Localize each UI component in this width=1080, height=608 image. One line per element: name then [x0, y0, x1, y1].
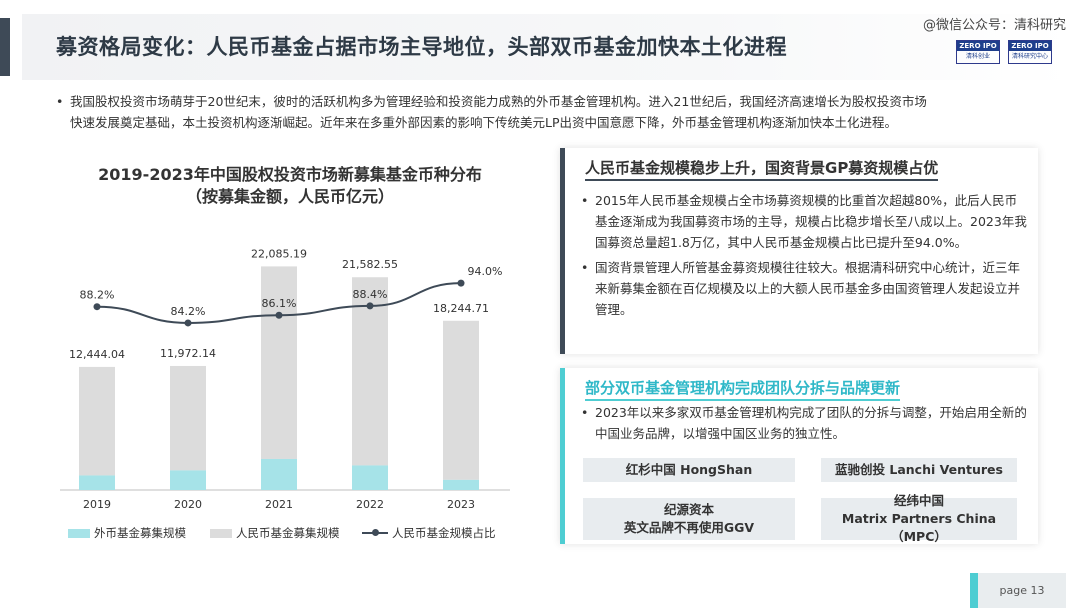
zero-ipo-logo: ZERO IPO 清科创业: [956, 40, 1000, 64]
brand-box-ggv: 纪源资本 英文品牌不再使用GGV: [583, 498, 795, 540]
x-tick-label: 2022: [356, 498, 384, 511]
bar-rmb: [170, 365, 206, 471]
legend-item-ratio: 人民币基金规模占比: [362, 525, 496, 541]
bar-value-label: 18,244.71: [433, 302, 489, 315]
brand-name: 蓝驰创投 Lanchi Ventures: [835, 462, 1003, 477]
chart-title-main: 2019-2023年中国股权投资市场新募集基金币种分布: [98, 165, 482, 184]
brand-note: Matrix Partners China（MPC）: [841, 511, 997, 544]
ratio-point: [366, 302, 374, 310]
panel-heading: 部分双币基金管理机构完成团队分拆与品牌更新: [585, 377, 901, 401]
panel-heading: 人民币基金规模稳步上升，国资背景GP募资规模占优: [585, 157, 939, 181]
bar-foreign: [261, 458, 297, 490]
ratio-label: 86.1%: [262, 297, 297, 310]
bar-value-label: 12,444.04: [69, 348, 125, 361]
bar-foreign: [352, 465, 388, 490]
title-background: [22, 14, 1072, 80]
panel-body: 2015年人民币基金规模占全市场募资规模的比重首次超越80%，此后人民币基金逐渐…: [581, 190, 1027, 324]
legend-line-swatch: [362, 528, 388, 538]
legend-label: 人民币基金募集规模: [236, 526, 340, 540]
logo-top-text: ZERO IPO: [1009, 41, 1051, 51]
brand-name: 红杉中国 HongShan: [625, 462, 753, 477]
page-title: 募资格局变化：人民币基金占据市场主导地位，头部双币基金加快本土化进程: [56, 35, 787, 59]
panel-bullet: 2015年人民币基金规模占全市场募资规模的比重首次超越80%，此后人民币基金逐渐…: [581, 190, 1027, 253]
bar-value-label: 21,582.55: [342, 258, 398, 271]
legend-swatch: [210, 528, 232, 538]
bar-value-label: 22,085.19: [251, 247, 307, 260]
chart-subtitle: （按募集金额，人民币亿元）: [185, 187, 394, 206]
intro-paragraph: • 我国股权投资市场萌芽于20世纪末，彼时的活跃机构多为管理经验和投资能力成熟的…: [56, 91, 1030, 133]
brand-box-lanchi: 蓝驰创投 Lanchi Ventures: [821, 458, 1017, 482]
watermark: @微信公众号：清科研究: [922, 18, 1066, 33]
ratio-point: [184, 319, 192, 327]
bar-rmb: [79, 366, 115, 476]
ratio-point: [275, 311, 283, 319]
chart-title: 2019-2023年中国股权投资市场新募集基金币种分布 （按募集金额，人民币亿元…: [60, 164, 520, 208]
panel-heading-text: 人民币基金规模稳步上升，国资背景GP募资规模占优: [585, 159, 939, 177]
ratio-label: 84.2%: [171, 305, 206, 318]
intro-line: 快速发展奠定基础，本土投资机构逐渐崛起。近年来在多重外部因素的影响下传统美元LP…: [70, 115, 898, 130]
ratio-label: 88.2%: [80, 289, 115, 302]
legend-label: 外币基金募集规模: [94, 526, 186, 540]
legend-swatch: [68, 528, 90, 538]
bullet-dot: •: [56, 94, 64, 109]
title-accent-bar: [0, 18, 10, 76]
legend-item-rmb: 人民币基金募集规模: [210, 525, 340, 541]
logo-bottom-text: 清科创业: [965, 53, 990, 60]
panel-bullet: 2023年以来多家双币基金管理机构完成了团队的分拆与调整，开始启用全新的中国业务…: [581, 402, 1027, 444]
bar-rmb: [443, 320, 479, 480]
panel-heading-text: 部分双币基金管理机构完成团队分拆与品牌更新: [585, 379, 901, 397]
bar-value-label: 11,972.14: [160, 347, 216, 360]
panel-bullet: 国资背景管理人所管基金募资规模往往较大。根据清科研究中心统计，近三年来新募集金额…: [581, 257, 1027, 320]
legend-label: 人民币基金规模占比: [392, 526, 496, 540]
ratio-point: [93, 303, 101, 311]
x-tick-label: 2020: [174, 498, 202, 511]
brand-box-matrix: 经纬中国 Matrix Partners China（MPC）: [821, 493, 1017, 544]
page-number: page 13: [970, 573, 1066, 608]
ratio-point: [457, 279, 465, 287]
bar-foreign: [170, 470, 206, 490]
brand-box-hongshan: 红杉中国 HongShan: [583, 458, 795, 482]
x-tick-label: 2021: [265, 498, 293, 511]
heading-underline: [585, 179, 939, 181]
intro-line: 我国股权投资市场萌芽于20世纪末，彼时的活跃机构多为管理经验和投资能力成熟的外币…: [70, 94, 927, 109]
panel-rmb-growth: 人民币基金规模稳步上升，国资背景GP募资规模占优 2015年人民币基金规模占全市…: [560, 148, 1038, 354]
x-tick-label: 2019: [83, 498, 111, 511]
brand-note: 英文品牌不再使用GGV: [623, 520, 755, 535]
brand-name: 经纬中国: [893, 493, 944, 508]
zero-ipo-research-logo: ZERO IPO 清科研究中心: [1008, 40, 1052, 64]
bar-rmb: [261, 266, 297, 459]
brand-name: 纪源资本: [663, 502, 714, 517]
bar-foreign: [443, 479, 479, 490]
bar-foreign: [79, 475, 115, 490]
logo-bottom-text: 清科研究中心: [1011, 53, 1048, 60]
panel-body: 2023年以来多家双币基金管理机构完成了团队的分拆与调整，开始启用全新的中国业务…: [581, 402, 1027, 448]
heading-underline: [585, 399, 901, 401]
x-tick-label: 2023: [447, 498, 475, 511]
fund-currency-chart: 12,444.04 2019 11,972.14 2020 22,085.19 2021 2…: [60, 247, 510, 511]
ratio-label: 88.4%: [353, 288, 388, 301]
logo-top-text: ZERO IPO: [957, 41, 999, 51]
legend-item-foreign: 外币基金募集规模: [68, 525, 186, 541]
panel-dual-currency: 部分双币基金管理机构完成团队分拆与品牌更新 2023年以来多家双币基金管理机构完…: [560, 368, 1038, 544]
ratio-label: 94.0%: [468, 265, 503, 278]
